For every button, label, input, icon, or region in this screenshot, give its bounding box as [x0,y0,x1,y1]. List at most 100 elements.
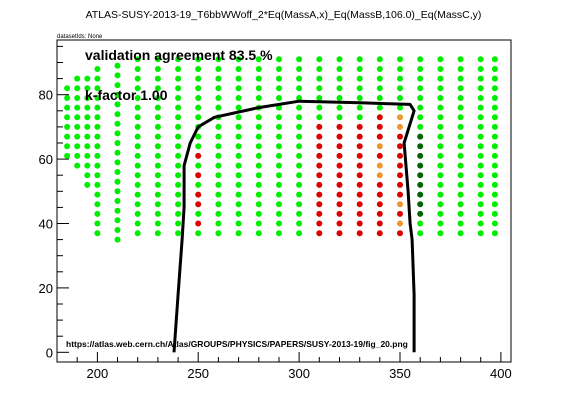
data-point [114,120,121,127]
data-point [84,85,91,92]
data-point [457,95,464,101]
data-point [356,85,363,92]
data-point [154,172,161,179]
k-factor-label: k-factor 1.00 [85,87,168,103]
data-point [154,133,161,140]
data-point [215,152,222,159]
data-point [316,162,323,169]
data-point [215,162,222,169]
data-point [134,172,141,179]
data-point [154,114,161,121]
data-point [477,230,484,237]
data-point [235,123,242,130]
data-point [134,95,141,101]
data-point [114,149,121,156]
data-point [437,191,444,198]
data-point [235,201,242,208]
data-point [376,85,383,92]
data-point [417,104,424,111]
data-point [215,172,222,179]
data-point [175,162,182,169]
data-point [195,95,202,101]
data-point [114,91,121,98]
data-point [276,66,282,72]
data-point [477,114,484,121]
data-point [296,172,303,179]
data-point [491,114,498,121]
data-point [276,123,282,130]
data-point [134,85,141,92]
data-point [316,220,323,227]
data-point [417,114,424,121]
data-point [235,210,242,217]
data-point [336,191,343,198]
data-point [276,172,282,179]
data-point [175,133,182,140]
data-point [94,123,101,130]
data-point [195,85,202,92]
data-point [316,114,323,121]
data-point [134,201,141,208]
data-point [376,75,383,82]
data-point [195,191,202,198]
data-point [397,104,403,111]
data-point [215,201,222,208]
data-point [134,143,141,150]
data-point [296,104,303,111]
data-point [84,75,91,82]
data-point [397,230,403,237]
data-point [336,162,343,169]
data-point [175,85,182,92]
data-point [356,123,363,130]
data-point [296,230,303,237]
data-point [134,152,141,159]
data-point [397,191,403,198]
data-point [175,66,182,72]
data-point [397,162,403,169]
data-point [215,210,222,217]
data-point [296,133,303,140]
data-point [134,114,141,121]
data-point [316,191,323,198]
data-point [491,230,498,237]
data-point [195,201,202,208]
data-point [276,133,282,140]
plot-frame [56,39,512,363]
data-point [376,66,383,72]
data-point [235,85,242,92]
data-point [154,152,161,159]
data-point [491,66,498,72]
data-point [154,201,161,208]
data-point [94,143,101,150]
data-point [376,104,383,111]
data-point [134,75,141,82]
data-point [491,201,498,208]
data-point [417,143,424,150]
data-point [276,162,282,169]
data-point [316,181,323,188]
data-point [114,101,121,108]
data-point [376,114,383,121]
data-point [397,123,403,130]
data-point [255,123,262,130]
data-point [175,95,182,101]
data-point [94,210,101,217]
data-point [356,114,363,121]
data-point [255,114,262,121]
data-point [417,210,424,217]
data-point [316,172,323,179]
data-point [437,75,444,82]
data-point [437,133,444,140]
data-point [64,133,71,140]
data-point [296,123,303,130]
data-point [94,104,101,111]
data-point [437,114,444,121]
data-point [296,210,303,217]
data-point [397,95,403,101]
x-tick-label: 300 [288,366,310,381]
source-url-label: https://atlas.web.cern.ch/Atlas/GROUPS/P… [66,339,408,349]
data-point [336,85,343,92]
chart-subtitle: datasetIds: None [57,34,103,40]
data-point [195,152,202,159]
